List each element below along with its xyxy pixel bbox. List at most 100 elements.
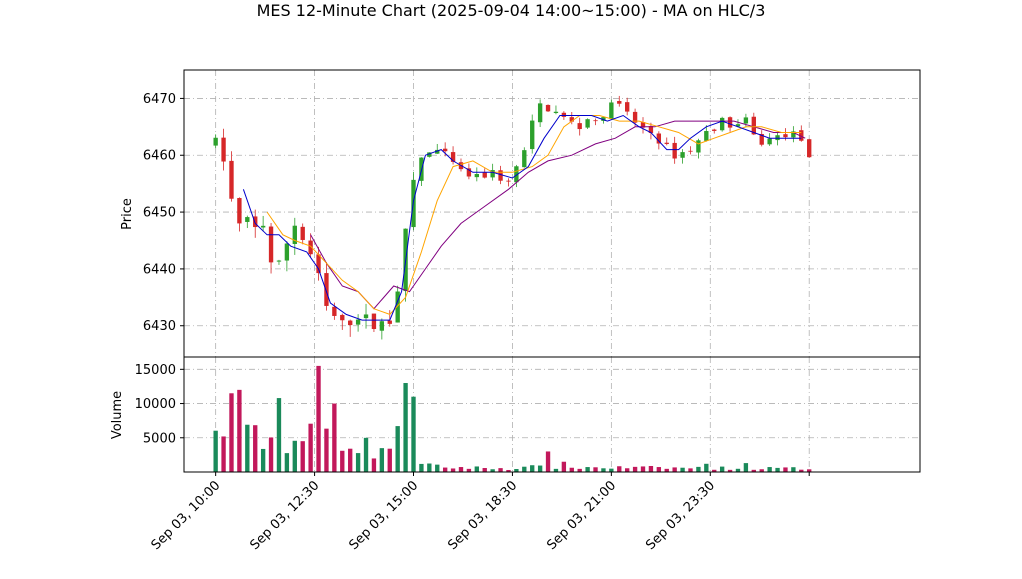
volume-bar — [807, 469, 812, 472]
ma-slow-line — [310, 120, 806, 310]
candle-body — [561, 112, 567, 117]
candle-body — [688, 150, 693, 152]
x-tick-label: Sep 03, 23:30 — [643, 478, 718, 553]
candle-body — [506, 180, 511, 182]
candle-body — [537, 103, 543, 123]
volume-bars — [213, 365, 812, 472]
candle-body — [719, 117, 725, 131]
candle-body — [213, 137, 218, 146]
volume-bar — [640, 466, 646, 472]
volume-bar — [324, 428, 329, 472]
volume-tick-label: 5000 — [143, 431, 176, 446]
candle-body — [791, 131, 796, 138]
volume-bar — [514, 468, 519, 472]
volume-bar — [506, 469, 511, 472]
candle-body — [625, 102, 630, 112]
volume-bar — [719, 466, 725, 472]
ma-mid-line — [266, 115, 802, 315]
candle-body — [569, 117, 574, 122]
volume-bar — [537, 465, 543, 472]
candle-body — [553, 111, 559, 114]
volume-bar — [783, 467, 788, 472]
volume-bar — [379, 448, 385, 472]
price-tick-label: 6430 — [143, 319, 176, 334]
volume-bar — [276, 398, 282, 472]
price-y-label: Price — [120, 198, 135, 230]
candle-body — [648, 125, 654, 134]
candle-body — [363, 314, 369, 319]
volume-bar — [609, 468, 614, 472]
candle-body — [672, 142, 677, 159]
volume-bar — [672, 467, 677, 472]
volume-bar — [284, 453, 290, 472]
price-tick-label: 6460 — [143, 149, 176, 164]
volume-bar — [450, 468, 456, 472]
candle-body — [617, 101, 622, 104]
volume-bar — [743, 463, 749, 472]
candle-body — [427, 152, 432, 157]
candle-body — [656, 133, 662, 144]
candle-body — [783, 134, 788, 138]
candle-body — [609, 102, 614, 119]
price-tick-label: 6440 — [143, 262, 176, 277]
volume-bar — [395, 426, 400, 472]
volume-bar — [632, 466, 638, 472]
volume-bar — [292, 440, 297, 472]
candle-body — [442, 148, 448, 152]
candle-body — [292, 225, 297, 244]
volume-bar — [601, 468, 606, 472]
candle-body — [514, 166, 519, 183]
volume-bar — [680, 467, 685, 472]
x-tick-label: Sep 03, 21:00 — [544, 478, 619, 553]
volume-bar — [411, 396, 416, 472]
candle-body — [727, 117, 733, 128]
candle-body — [577, 123, 582, 130]
volume-bar — [712, 469, 717, 472]
chart-title: MES 12-Minute Chart (2025-09-04 14:00~15… — [257, 1, 766, 20]
x-tick-label: Sep 03, 15:00 — [346, 478, 421, 553]
candle-body — [300, 226, 305, 240]
candle-body — [474, 174, 479, 178]
volume-bar — [735, 468, 741, 472]
candle-body — [664, 142, 669, 144]
candle-body — [276, 260, 282, 262]
candle-body — [799, 130, 804, 141]
volume-bar — [363, 437, 369, 472]
volume-bar — [593, 467, 598, 472]
volume-bar — [442, 467, 448, 472]
volume-bar — [229, 393, 234, 472]
candle-body — [371, 313, 377, 330]
candle-body — [332, 306, 337, 316]
price-moving-averages — [242, 114, 806, 321]
price-y-axis: 6430 6440 6450 6460 6470 — [143, 92, 184, 334]
candle-body — [498, 170, 503, 181]
candle-body — [704, 131, 709, 141]
volume-bar — [577, 468, 582, 472]
volume-bar — [585, 467, 590, 472]
volume-bar — [458, 467, 464, 472]
volume-bar — [268, 437, 274, 472]
volume-y-label: Volume — [110, 391, 125, 439]
candle-body — [807, 139, 812, 158]
volume-bar — [474, 466, 479, 472]
volume-bar — [751, 469, 756, 472]
volume-bar — [767, 467, 772, 472]
volume-bar — [799, 469, 804, 472]
volume-bar — [490, 469, 495, 472]
volume-bar — [300, 441, 305, 472]
price-candles — [213, 95, 812, 340]
volume-bar — [419, 463, 424, 472]
candle-body — [522, 150, 527, 168]
volume-bar — [617, 466, 622, 472]
volume-bar — [371, 458, 377, 472]
volume-bar — [530, 465, 535, 472]
volume-bar — [308, 423, 313, 472]
candle-body — [593, 120, 598, 122]
price-tick-label: 6470 — [143, 92, 176, 107]
candle-body — [237, 198, 242, 224]
candle-body — [759, 134, 764, 145]
candle-body — [712, 129, 717, 131]
price-grid — [184, 70, 920, 357]
volume-bar — [355, 453, 361, 472]
